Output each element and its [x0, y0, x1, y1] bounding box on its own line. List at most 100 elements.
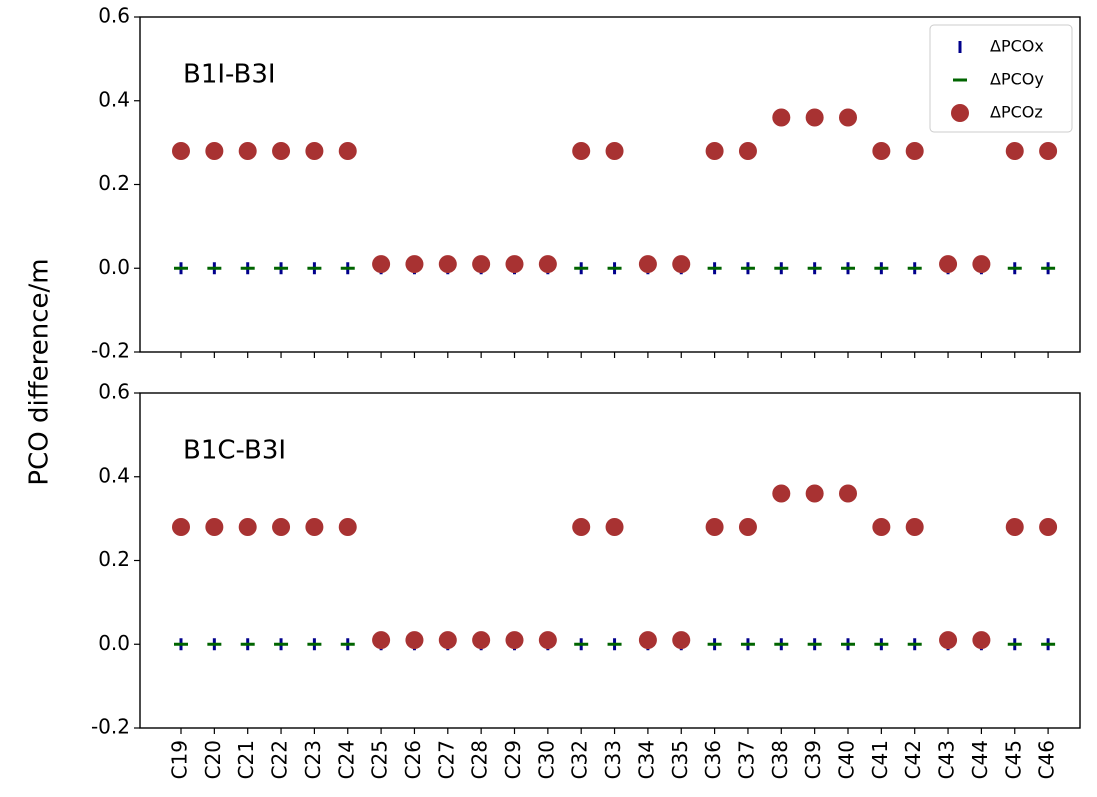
- marker-z: [872, 518, 891, 536]
- x-tick-label: C35: [668, 740, 692, 779]
- marker-z: [972, 255, 991, 274]
- marker-z: [1039, 518, 1058, 536]
- x-tick-label: C36: [701, 740, 725, 779]
- axes-frame: [139, 392, 1081, 729]
- marker-z: [972, 631, 991, 650]
- legend-label: ΔPCOy: [990, 70, 1044, 89]
- y-tick-label: 0.4: [98, 463, 130, 487]
- legend-label: ΔPCOz: [990, 103, 1043, 122]
- x-tick-label: C22: [268, 740, 292, 779]
- marker-z: [272, 518, 291, 536]
- marker-z: [238, 142, 257, 160]
- x-tick-label: C25: [368, 740, 392, 779]
- marker-z: [605, 518, 624, 536]
- marker-z: [772, 108, 791, 127]
- marker-z: [772, 484, 791, 503]
- marker-z: [939, 631, 958, 650]
- x-tick-label: C44: [968, 740, 992, 779]
- marker-z: [305, 518, 324, 536]
- marker-z: [205, 142, 224, 160]
- y-tick-label: 0.2: [98, 547, 130, 571]
- marker-z: [872, 142, 891, 160]
- y-axis-label: PCO difference/m: [25, 258, 55, 485]
- marker-z: [805, 484, 824, 503]
- marker-z: [672, 631, 691, 650]
- marker-z: [738, 518, 757, 536]
- marker-z: [839, 108, 857, 127]
- marker-z: [405, 255, 424, 274]
- x-tick-label: C32: [568, 740, 592, 779]
- y-tick-label: 0.6: [98, 4, 130, 28]
- annotation: B1C-B3I: [183, 436, 286, 466]
- x-tick-label: C26: [401, 740, 425, 779]
- x-tick-label: C41: [868, 740, 892, 779]
- marker-z: [472, 631, 491, 650]
- marker-z: [605, 142, 624, 160]
- marker-z: [738, 142, 757, 160]
- y-tick-label: -0.2: [91, 339, 130, 363]
- marker-z: [638, 631, 657, 650]
- marker-z: [405, 631, 424, 650]
- marker-z: [372, 631, 391, 650]
- marker-z: [939, 255, 958, 274]
- legend-label: ΔPCOx: [990, 37, 1044, 56]
- marker-z: [638, 255, 657, 274]
- marker-z: [205, 518, 224, 536]
- x-tick-label: C33: [601, 740, 625, 779]
- x-tick-label: C21: [234, 740, 258, 779]
- marker-z: [705, 518, 724, 536]
- y-tick-label: 0.6: [98, 380, 130, 404]
- marker-z: [372, 255, 391, 274]
- marker-z: [572, 142, 591, 160]
- marker-z: [1005, 142, 1024, 160]
- marker-z: [538, 631, 557, 650]
- x-tick-label: C29: [501, 740, 525, 779]
- x-tick-label: C34: [634, 740, 658, 779]
- marker-z: [805, 108, 824, 127]
- marker-z: [338, 518, 357, 536]
- x-tick-label: C24: [334, 740, 358, 779]
- x-tick-label: C19: [168, 740, 192, 779]
- annotation: B1I-B3I: [183, 60, 276, 90]
- marker-z: [672, 255, 691, 274]
- y-tick-label: 0.4: [98, 87, 130, 111]
- x-tick-label: C27: [434, 740, 458, 779]
- x-tick-label: C23: [301, 740, 325, 779]
- marker-z: [172, 142, 190, 160]
- marker-z: [338, 142, 357, 160]
- x-tick-label: C30: [534, 740, 558, 779]
- marker-z: [172, 518, 190, 536]
- marker-z: [839, 484, 857, 503]
- axes-frame: [139, 16, 1081, 353]
- x-tick-label: C39: [801, 740, 825, 779]
- marker-z: [238, 518, 257, 536]
- marker-z: [705, 142, 724, 160]
- x-tick-label: C46: [1035, 740, 1059, 779]
- y-tick-label: -0.2: [91, 715, 130, 739]
- marker-z: [438, 255, 457, 274]
- marker-z: [472, 255, 491, 274]
- marker-z: [572, 518, 591, 536]
- y-tick-label: 0.0: [98, 631, 130, 655]
- x-tick-label: C20: [201, 740, 225, 779]
- x-tick-label: C40: [835, 740, 859, 779]
- marker-z: [951, 104, 969, 122]
- marker-z: [905, 142, 924, 160]
- y-tick-label: 0.2: [98, 171, 130, 195]
- x-tick-label: C37: [734, 740, 758, 779]
- marker-z: [505, 255, 524, 274]
- x-tick-label: C42: [901, 740, 925, 779]
- y-tick-label: 0.0: [98, 255, 130, 279]
- marker-z: [305, 142, 324, 160]
- marker-z: [905, 518, 924, 536]
- marker-z: [272, 142, 291, 160]
- marker-z: [1039, 142, 1058, 160]
- marker-z: [505, 631, 524, 650]
- x-tick-label: C38: [768, 740, 792, 779]
- legend-box: [929, 24, 1073, 133]
- x-tick-label: C45: [1001, 740, 1025, 779]
- marker-z: [1005, 518, 1024, 536]
- x-tick-label: C28: [468, 740, 492, 779]
- marker-z: [438, 631, 457, 650]
